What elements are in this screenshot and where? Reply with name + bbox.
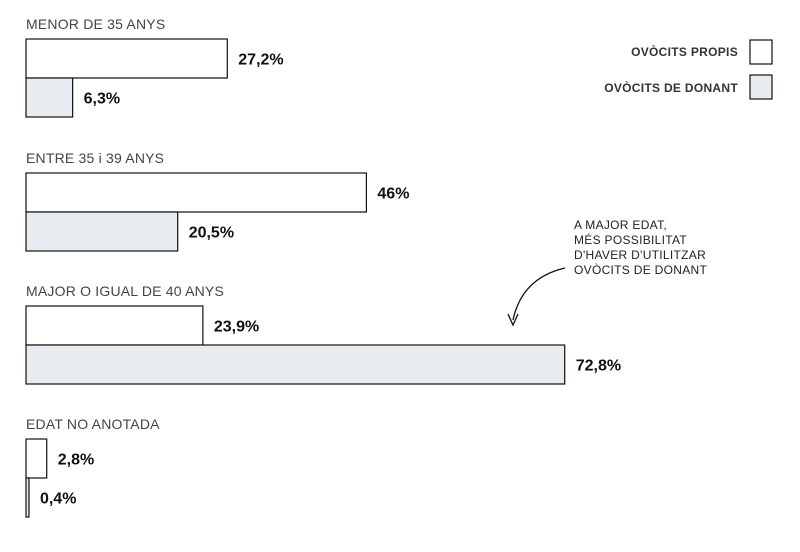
- value-label-own: 23,9%: [214, 319, 259, 336]
- value-label-own: 2,8%: [58, 452, 94, 469]
- bar-group-edat-no-anotada: EDAT NO ANOTADA 2,8% 0,4%: [25, 416, 160, 518]
- bar-group-major-o-igual-de-40-anys: MAJOR O IGUAL DE 40 ANYS 23,9% 72,8%: [25, 283, 621, 385]
- value-label-donor: 0,4%: [40, 491, 76, 508]
- category-label: MAJOR O IGUAL DE 40 ANYS: [26, 283, 224, 299]
- value-label-donor: 20,5%: [189, 225, 234, 242]
- bar-group-entre-35-i-39-anys: ENTRE 35 i 39 ANYS 46% 20,5%: [25, 150, 409, 252]
- value-label-donor: 6,3%: [84, 91, 120, 108]
- annotation-line-2: MÉS POSSIBILITAT: [574, 232, 687, 247]
- annotation-line-3: D'HAVER D'UTILITZAR: [574, 248, 706, 262]
- bar-own: [25, 38, 228, 79]
- bar-own: [25, 305, 204, 346]
- bar-donor: [25, 211, 179, 252]
- bars-layer: MENOR DE 35 ANYS 27,2% 6,3% ENTRE 35 i 39 A…: [25, 16, 621, 518]
- bar-group-menor-de-35-anys: MENOR DE 35 ANYS 27,2% 6,3%: [25, 16, 284, 118]
- legend-swatch-own: [749, 39, 773, 65]
- legend-label-donor: OVÒCITS DE DONANT: [604, 80, 738, 95]
- legend: OVÒCITS PROPIS OVÒCITS DE DONANT: [604, 39, 773, 100]
- annotation-arrow: [512, 267, 566, 321]
- category-label: ENTRE 35 i 39 ANYS: [26, 150, 164, 166]
- annotation-arrowhead: [507, 313, 519, 327]
- annotation: A MAJOR EDAT, MÉS POSSIBILITAT D'HAVER D…: [507, 218, 707, 327]
- value-label-donor: 72,8%: [576, 358, 621, 375]
- legend-swatch-donor: [749, 74, 773, 100]
- category-label: MENOR DE 35 ANYS: [26, 16, 165, 32]
- bar-donor: [25, 477, 30, 518]
- category-label: EDAT NO ANOTADA: [26, 416, 160, 432]
- value-label-own: 27,2%: [238, 52, 283, 69]
- bar-own: [25, 172, 367, 213]
- annotation-line-1: A MAJOR EDAT,: [574, 218, 667, 232]
- bar-donor: [25, 344, 566, 385]
- bar-own: [25, 438, 48, 479]
- legend-label-own: OVÒCITS PROPIS: [631, 44, 738, 59]
- value-label-own: 46%: [377, 186, 409, 203]
- annotation-line-4: OVÒCITS DE DONANT: [574, 262, 707, 277]
- bar-donor: [25, 77, 74, 118]
